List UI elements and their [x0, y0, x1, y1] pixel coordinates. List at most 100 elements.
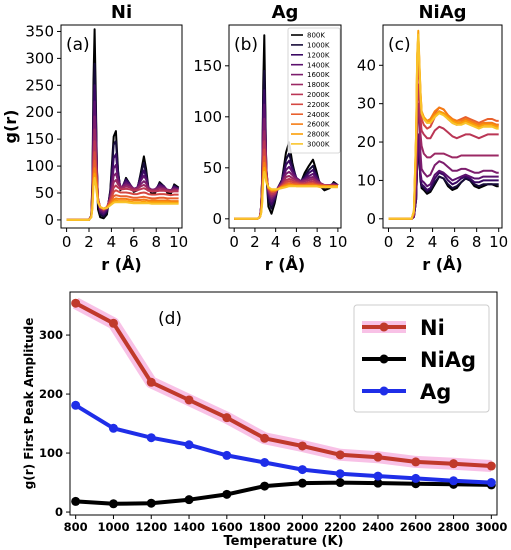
- legend-label-1400K: 1400K: [307, 61, 330, 69]
- legend-label-800K: 800K: [307, 32, 325, 40]
- legend-marker-Ni: [379, 322, 389, 332]
- series-group: [234, 34, 339, 220]
- x-tick-label: 0: [229, 233, 239, 251]
- data-point-Ag: [260, 457, 270, 467]
- y-tick-label: 100: [193, 108, 222, 126]
- legend-marker-NiAg: [379, 354, 389, 364]
- y-tick-label: 150: [193, 57, 222, 75]
- y-axis-label: g(r) First Peak Amplitude: [22, 318, 36, 490]
- legend-label-2400K: 2400K: [307, 111, 330, 119]
- series-line-3000K: [388, 33, 499, 220]
- x-tick-label: 2000: [286, 520, 318, 534]
- series-line-NiAg: [75, 480, 492, 506]
- data-point-NiAg: [146, 498, 156, 508]
- series-line-2600K: [66, 167, 179, 221]
- series-line-1400K: [388, 133, 499, 220]
- y-tick-label: 100: [25, 157, 54, 175]
- data-point-Ag: [146, 433, 156, 443]
- x-tick-label: 8: [151, 233, 161, 251]
- x-axis-label: r (Å): [265, 255, 305, 274]
- series-line-2200K: [388, 56, 499, 220]
- x-tick-label: 4: [107, 233, 117, 251]
- data-point-Ag: [449, 476, 459, 486]
- series-line-2000K: [388, 83, 499, 220]
- x-tick-label: 10: [489, 233, 508, 251]
- series-line-3000K: [66, 176, 179, 221]
- axes-frame: [382, 24, 503, 229]
- data-point-Ag: [297, 465, 307, 475]
- panel-label: (b): [234, 35, 258, 55]
- data-point-Ag: [108, 423, 118, 433]
- x-tick-label: 6: [129, 233, 139, 251]
- series-line-2000K: [66, 140, 179, 221]
- panel-label: (c): [388, 35, 411, 55]
- data-point-NiAg: [335, 478, 345, 488]
- legend-label-2800K: 2800K: [307, 131, 330, 139]
- series-line-1000K: [388, 144, 499, 220]
- series-line-2400K: [388, 41, 499, 220]
- x-tick-label: 8: [312, 233, 322, 251]
- x-tick-label: 3000: [475, 520, 507, 534]
- series-group: [388, 29, 499, 220]
- x-tick-label: 2400: [362, 520, 394, 534]
- data-point-Ag: [222, 450, 232, 460]
- series-line-Ni: [74, 301, 492, 468]
- x-tick-label: 4: [428, 233, 438, 251]
- x-tick-label: 2800: [438, 520, 470, 534]
- x-tick-label: 1800: [249, 520, 281, 534]
- y-tick-label: 0: [44, 211, 54, 229]
- panel-title: NiAg: [418, 2, 466, 23]
- legend-label-1600K: 1600K: [307, 71, 330, 79]
- panel-title: Ni: [111, 2, 132, 23]
- x-tick-label: 2: [84, 233, 94, 251]
- data-point-NiAg: [297, 478, 307, 488]
- series-line-2800K: [388, 29, 499, 220]
- series-group: [66, 28, 180, 221]
- y-tick-label: 200: [25, 103, 54, 121]
- x-tick-label: 2200: [324, 520, 356, 534]
- legend-box: [353, 304, 490, 413]
- legend-label-Ag: Ag: [420, 380, 451, 404]
- series-line-3000K: [234, 170, 338, 220]
- data-point-Ag: [411, 473, 421, 483]
- x-tick-label: 6: [292, 233, 302, 251]
- x-tick-label: 1200: [135, 520, 167, 534]
- data-point-Ni: [184, 395, 194, 405]
- legend-label-2000K: 2000K: [307, 91, 330, 99]
- legend-label-NiAg: NiAg: [420, 348, 476, 372]
- y-tick-label: 20: [357, 133, 376, 151]
- legend-label-1200K: 1200K: [307, 51, 330, 59]
- data-point-Ni: [146, 377, 156, 387]
- data-point-NiAg: [184, 495, 194, 505]
- legend-label-2200K: 2200K: [307, 101, 330, 109]
- data-point-Ag: [486, 478, 496, 488]
- data-point-Ag: [184, 440, 194, 450]
- y-tick-label: 150: [25, 130, 54, 148]
- x-tick-label: 10: [328, 233, 347, 251]
- data-point-Ni: [108, 318, 118, 328]
- series-line-2200K: [66, 151, 179, 221]
- x-tick-label: 2: [250, 233, 260, 251]
- panel-label: (d): [158, 309, 182, 329]
- y-tick-label: 40: [357, 56, 376, 74]
- y-tick-label: 350: [25, 22, 54, 40]
- data-point-Ag: [373, 471, 383, 481]
- x-axis-label: r (Å): [422, 255, 462, 274]
- y-tick-label: 50: [203, 159, 222, 177]
- data-point-Ni: [260, 433, 270, 443]
- x-tick-label: 10: [169, 233, 188, 251]
- panel-d: 800 1000 1200 1400 1600 1800 2000 2200 2400 2600 2…: [22, 291, 507, 549]
- data-point-Ni: [335, 450, 345, 460]
- data-point-Ni: [449, 459, 459, 469]
- x-tick-label: 0: [384, 233, 394, 251]
- x-tick-label: 1000: [97, 520, 129, 534]
- legend-label-3000K: 3000K: [307, 141, 330, 149]
- x-tick-label: 4: [271, 233, 281, 251]
- data-point-Ni: [297, 441, 307, 451]
- axes-frame: [228, 24, 342, 229]
- axes-frame: [60, 24, 183, 229]
- data-point-NiAg: [373, 478, 383, 488]
